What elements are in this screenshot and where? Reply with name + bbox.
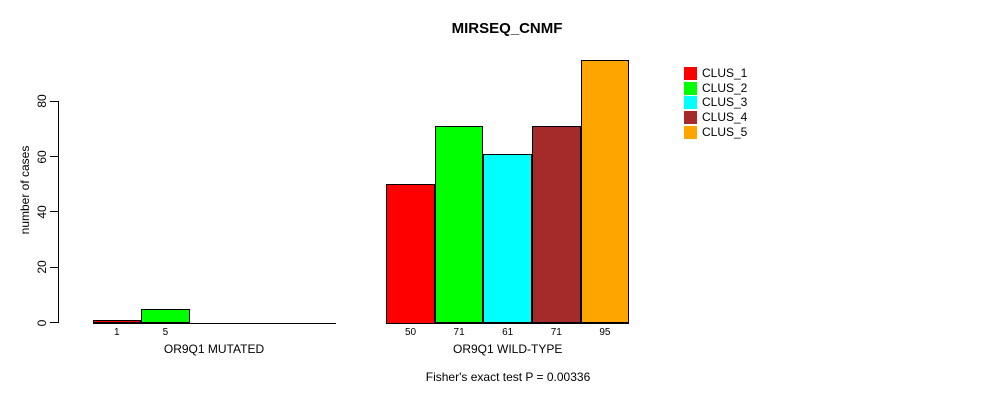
y-tick-label: 60: [35, 149, 49, 164]
bar: [580, 59, 630, 324]
bar-value-label: 50: [404, 327, 417, 338]
footnote-text: Fisher's exact test P = 0.00336: [425, 370, 591, 384]
bar: [434, 126, 484, 324]
bar: [92, 319, 142, 324]
legend-item: CLUS_3: [684, 95, 747, 110]
group-label: OR9Q1 MUTATED: [163, 342, 265, 356]
y-tick: [50, 322, 58, 323]
legend-swatch-icon: [684, 96, 697, 110]
bar: [141, 308, 190, 324]
y-tick-label: 80: [35, 94, 49, 108]
y-axis-line: [58, 101, 59, 323]
legend: CLUS_1 CLUS_2 CLUS_3 CLUS_4 CLUS_5: [684, 66, 747, 139]
y-tick: [50, 156, 58, 158]
legend-item: CLUS_2: [684, 81, 747, 96]
y-axis-label: number of cases: [18, 145, 32, 235]
bar-value-label: 71: [453, 327, 465, 338]
bar-value-label: 95: [599, 327, 611, 338]
y-tick-label: 20: [35, 260, 49, 274]
bar: [386, 184, 435, 324]
legend-swatch-icon: [684, 110, 697, 124]
legend-label: CLUS_4: [702, 109, 748, 124]
legend-swatch-icon: [684, 66, 697, 80]
legend-label: CLUS_5: [702, 124, 748, 139]
legend-swatch-icon: [684, 125, 697, 139]
legend-swatch-icon: [684, 81, 697, 95]
y-tick: [50, 266, 58, 268]
bar-value-label: 1: [114, 327, 120, 338]
chart-title: MIRSEQ_CNMF: [451, 20, 563, 37]
legend-label: CLUS_1: [702, 65, 748, 80]
legend-item: CLUS_4: [684, 110, 747, 125]
y-tick: [50, 100, 58, 102]
legend-item: CLUS_1: [684, 66, 747, 81]
y-tick-label: 40: [35, 205, 49, 219]
bar-value-label: 71: [550, 327, 562, 338]
bar: [483, 153, 532, 324]
legend-label: CLUS_3: [702, 95, 748, 110]
group-baseline: [92, 322, 336, 324]
group-label: OR9Q1 WILD-TYPE: [453, 342, 563, 356]
legend-item: CLUS_5: [684, 125, 747, 140]
bar-value-label: 5: [162, 327, 169, 338]
y-tick-label: 0: [35, 319, 49, 326]
y-tick: [50, 211, 58, 213]
bar: [532, 126, 581, 324]
legend-label: CLUS_2: [702, 80, 748, 95]
bar-value-label: 61: [502, 327, 514, 338]
